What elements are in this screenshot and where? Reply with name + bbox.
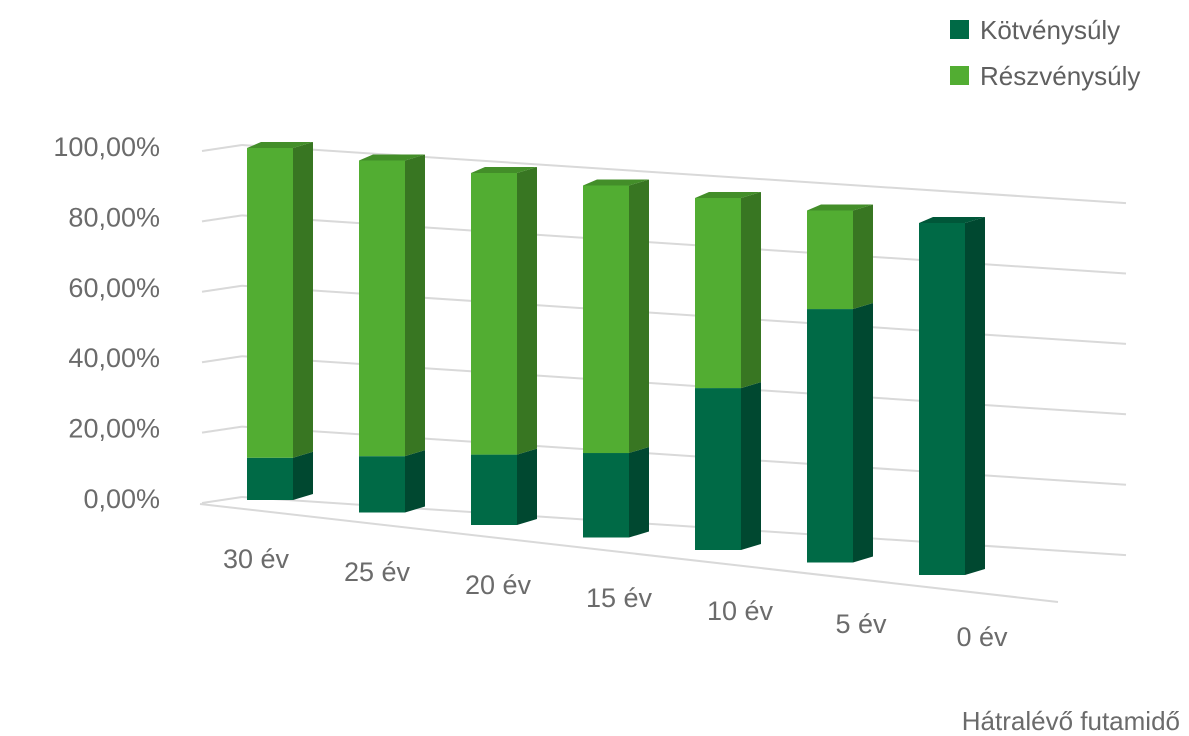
bar-kotveny-2 (471, 448, 537, 525)
x-axis-label: Hátralévő futamidő (962, 706, 1180, 736)
bar-side (405, 154, 425, 457)
bar-front (247, 148, 293, 458)
gridlines (199, 144, 1127, 603)
legend-label: Kötvénysúly (980, 15, 1120, 45)
bar-reszveny-1 (359, 154, 425, 457)
bar-front (471, 454, 517, 525)
bar-front (359, 456, 405, 513)
legend-swatch (950, 20, 969, 39)
bar-reszveny-3 (583, 179, 649, 454)
bar-side (853, 204, 873, 310)
bar-front (471, 173, 517, 455)
y-tick-label: 20,00% (68, 414, 160, 444)
x-category-label: 0 év (956, 622, 1008, 652)
bar-front (695, 388, 741, 550)
bar-kotveny-4 (695, 382, 761, 550)
bar-front (807, 309, 853, 563)
bar-side (405, 450, 425, 513)
bar-reszveny-5 (807, 204, 873, 310)
bar-side (629, 447, 649, 538)
x-category-label: 20 év (465, 570, 532, 600)
bar-top-4 (695, 192, 761, 198)
x-category-label: 15 év (586, 583, 653, 613)
bar-reszveny-2 (471, 167, 537, 455)
gridline-diag-2 (201, 355, 243, 364)
gridline-diag-5 (201, 144, 243, 152)
bar-front (695, 198, 741, 389)
bar-top-2 (471, 167, 537, 173)
bar-top-5 (807, 204, 873, 211)
y-tick-label: 100,00% (53, 132, 160, 162)
bar-side (629, 179, 649, 454)
bar-front (807, 210, 853, 310)
gridline-diag-0 (201, 496, 243, 504)
legend: Kötvénysúly Részvénysúly (950, 15, 1140, 91)
x-category-label: 10 év (707, 596, 774, 626)
bar-front (359, 160, 405, 457)
x-category-label: 30 év (223, 544, 290, 574)
bar-side (517, 448, 537, 525)
bar-side (741, 382, 761, 550)
bar-top-6 (919, 217, 985, 223)
bar-kotveny-6 (919, 217, 985, 575)
bars (247, 142, 985, 575)
bar-kotveny-1 (359, 450, 425, 513)
y-axis-ticks: 0,00% 20,00% 40,00% 60,00% 80,00% 100,00% (53, 132, 160, 514)
legend-swatch (950, 66, 969, 85)
legend-label: Részvénysúly (980, 61, 1140, 91)
x-category-label: 5 év (835, 609, 887, 639)
bar-front (919, 223, 965, 575)
bar-top-0 (247, 142, 313, 148)
bar-side (853, 303, 873, 563)
bar-front (247, 457, 293, 500)
bar-top-1 (359, 154, 425, 161)
y-tick-label: 40,00% (68, 343, 160, 373)
bar-reszveny-4 (695, 192, 761, 389)
x-axis-categories: 30 év 25 év 20 év 15 év 10 év 5 év 0 év (223, 544, 1008, 652)
bar-reszveny-0 (247, 142, 313, 458)
bar-side (293, 142, 313, 458)
floor-edge (199, 503, 1059, 603)
gridline-diag-1 (201, 425, 243, 434)
bar-kotveny-3 (583, 447, 649, 538)
bar-kotveny-5 (807, 303, 873, 563)
y-tick-label: 0,00% (83, 484, 160, 514)
bar-front (583, 453, 629, 538)
y-tick-label: 60,00% (68, 273, 160, 303)
gridline-diag-3 (201, 284, 243, 293)
bar-side (293, 451, 313, 500)
y-tick-label: 80,00% (68, 202, 160, 232)
bar-front (583, 185, 629, 454)
bar-side (517, 167, 537, 455)
bar-top-3 (583, 179, 649, 186)
bar-kotveny-0 (247, 451, 313, 500)
bar-side (965, 217, 985, 575)
x-category-label: 25 év (344, 557, 411, 587)
gridline-diag-4 (201, 214, 243, 223)
bar-side (741, 192, 761, 389)
